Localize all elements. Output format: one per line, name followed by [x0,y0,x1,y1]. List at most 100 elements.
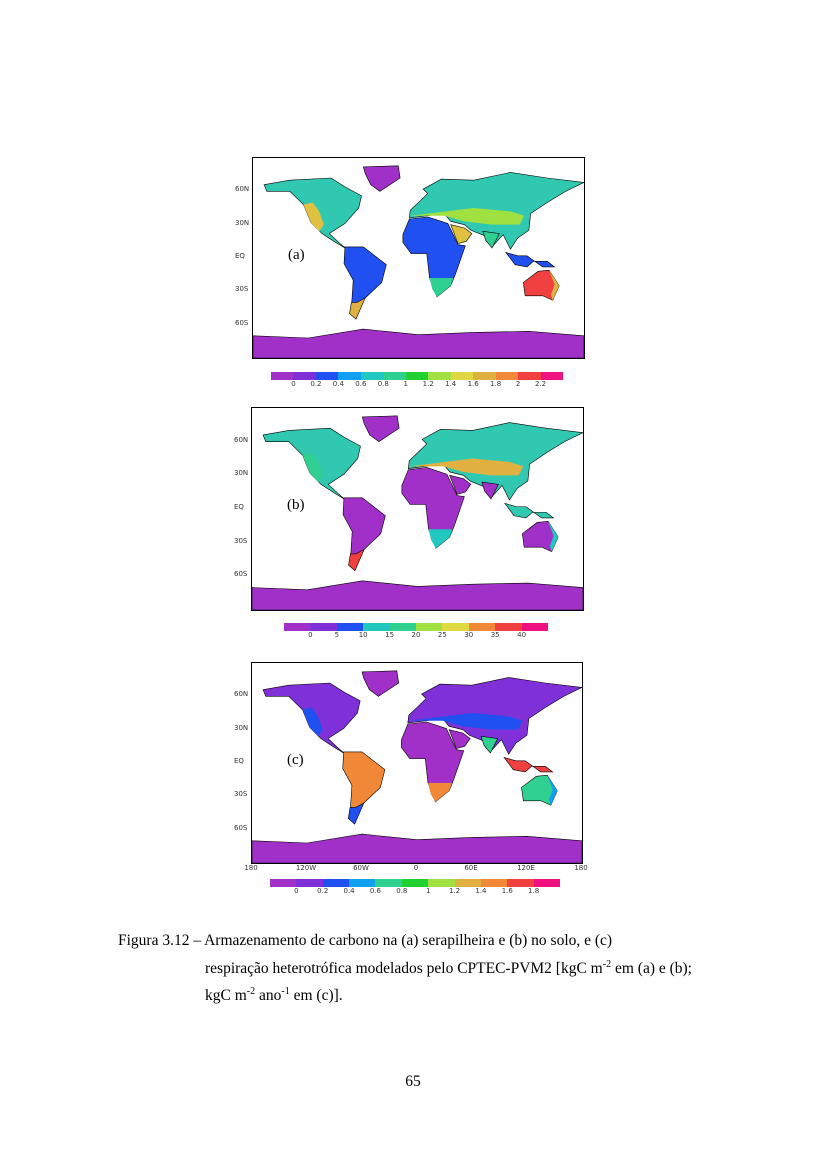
lat-tick-label: 60N [234,690,249,699]
colorbar-segment [375,879,402,887]
colorbar-segment [405,372,429,380]
region-africa-south [428,783,452,802]
colorbar-segment [507,879,534,887]
colorbar-segment [271,372,294,380]
colorbar-segment [383,372,406,380]
colorbar-label: 35 [490,631,500,639]
colorbar-label: 1 [425,887,431,895]
colorbar-label: 1.4 [445,380,457,388]
lon-tick-label: 60E [464,864,478,872]
colorbar-segment [450,372,474,380]
region-australia [521,774,558,806]
lon-tick-label: 120E [517,864,535,872]
region-north-america-west [302,452,323,483]
region-africa [402,216,466,298]
region-india [481,481,499,500]
colorbar-segment [416,623,443,631]
region-australia-edge [549,270,560,301]
colorbar-label: 2 [515,380,521,388]
caption-line-1: Figura 3.12 – Armazenamento de carbono n… [118,932,613,949]
colorbar-segment [454,879,481,887]
colorbar-label: 1.2 [422,380,434,388]
colorbar-label: 2.2 [534,380,547,388]
caption-text: respiração heterotrófica modelados pelo … [205,959,603,977]
region-australia [521,521,559,553]
region-north-america-west [302,707,323,737]
colorbar-segment [270,879,297,887]
page-number: 65 [405,1073,421,1090]
lat-tick-label: EQ [234,503,244,511]
lat-tick-label: 30N [235,218,250,227]
colorbar-segment [533,879,560,887]
region-antarctica [252,580,583,610]
colorbar-segment [518,372,541,380]
colorbar-segment [428,879,455,887]
colorbar-segment [363,623,390,631]
caption-text: em (a) e (b); kgC m [205,959,692,1005]
lat-tick-label: 60N [235,185,250,194]
region-africa [401,467,465,549]
region-eurasia-south [408,713,523,730]
map-canvas [252,415,583,610]
colorbar-label: 0.8 [396,887,408,895]
region-patagonia [347,802,365,825]
colorbar-label: 1.4 [475,887,487,895]
colorbar-segment [540,372,564,380]
region-arabia [449,474,472,495]
region-india [482,230,500,249]
map-canvas [253,165,584,358]
colorbar-label: 30 [464,631,474,639]
panel-label: (b) [287,497,305,513]
lat-tick-label: 30S [234,536,248,545]
caption-continuation: respiração heterotrófica modelados pelo … [118,955,712,1010]
colorbar-label: 0.6 [369,887,382,895]
lon-tick-label: 180 [244,864,258,872]
lat-tick-label: EQ [235,252,245,260]
colorbar [284,623,549,631]
lat-tick-label: 60S [235,318,249,327]
colorbar-label: 0.4 [332,380,344,388]
colorbar-label: 0.2 [310,380,322,388]
lat-tick-label: 30S [234,790,248,799]
lon-tick-label: 0 [413,864,419,872]
colorbar-segment [293,372,316,380]
region-india [480,735,499,754]
colorbar-segment [296,879,323,887]
lat-tick-label: EQ [234,757,244,765]
caption-sup: -1 [281,985,290,997]
region-africa-south [428,529,453,549]
colorbar-label: 5 [334,631,340,639]
region-africa [401,721,465,803]
lat-tick-label: 30N [234,469,249,478]
region-australia-edge [548,521,559,552]
region-arabia [448,729,471,749]
colorbar-segment [428,372,451,380]
colorbar-label: 40 [517,631,527,639]
caption-sup: -2 [246,985,256,997]
caption-text: ano [255,987,282,1004]
region-north-america-west [303,202,324,232]
world-map [252,157,585,359]
map-canvas [252,670,582,863]
colorbar-segment [442,623,469,631]
colorbar-segment [336,623,364,631]
region-eurasia-south [409,458,524,476]
lat-tick-label: 30S [235,285,249,294]
region-patagonia [349,297,366,320]
region-antarctica [253,328,584,358]
colorbar [270,879,560,887]
colorbar-label: 0 [294,887,299,895]
lat-tick-label: 60N [234,435,249,444]
colorbar-label: 0 [291,380,296,388]
lon-tick-label: 180 [574,864,588,872]
region-indonesia [503,756,554,773]
colorbar-label: 20 [411,631,421,639]
lon-tick-label: 60W [353,864,369,872]
region-south-america [342,497,386,561]
caption-text: em (c)]. [289,987,343,1004]
colorbar-label: 25 [437,631,447,639]
colorbar-label: 0.4 [343,887,355,895]
panel-label: (c) [287,752,304,768]
lon-tick-label: 120W [295,864,317,872]
colorbar-segment [495,372,519,380]
